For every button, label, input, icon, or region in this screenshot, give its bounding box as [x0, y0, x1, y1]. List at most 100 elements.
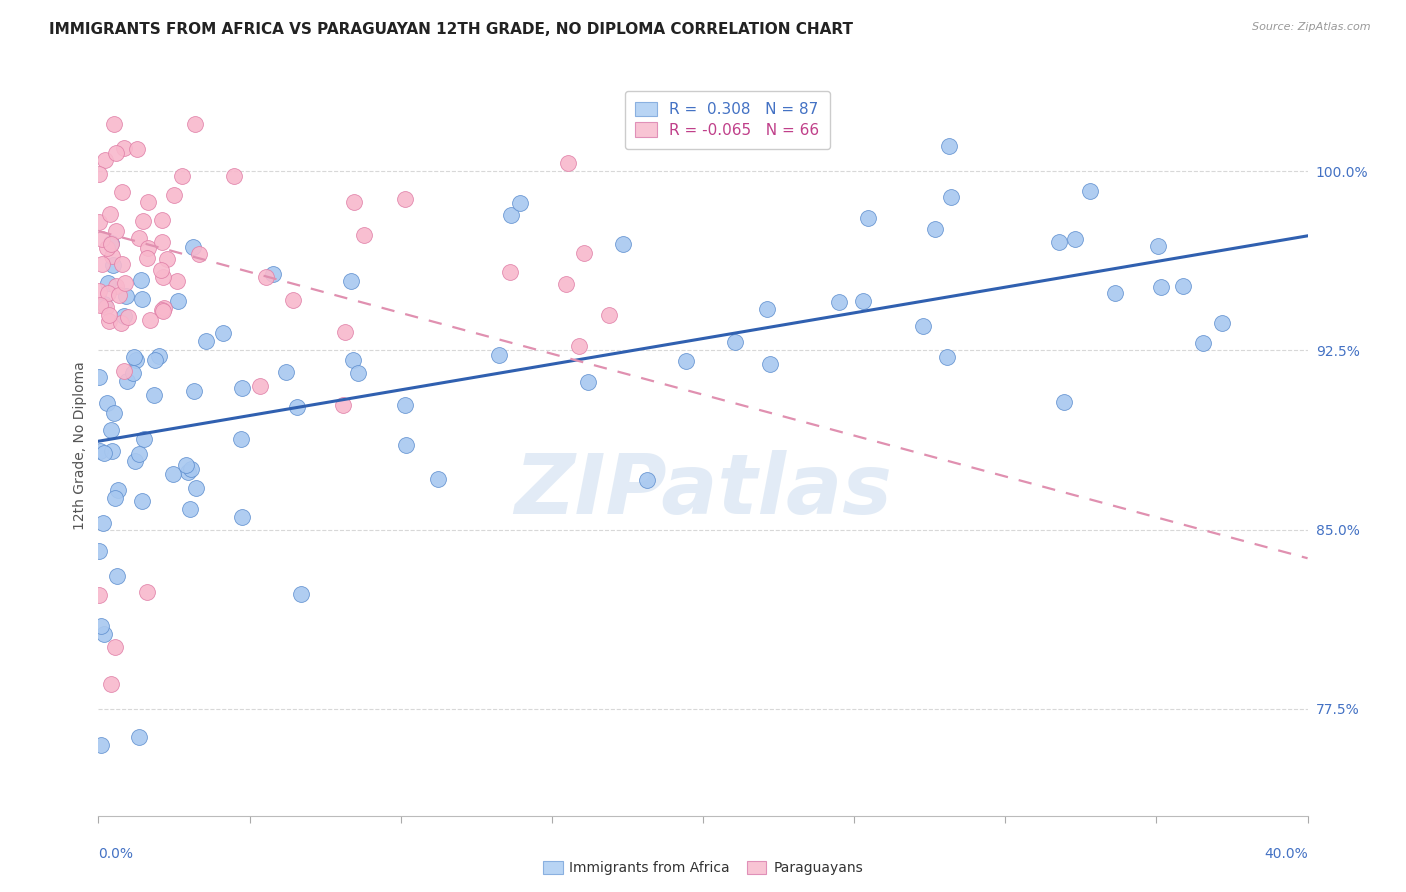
Point	[170, 169, 193, 183]
Point	[111, 257, 134, 271]
Point	[283, 293, 305, 308]
Point	[938, 138, 960, 153]
Point	[856, 211, 879, 225]
Point	[912, 318, 935, 333]
Point	[222, 169, 245, 184]
Point	[1146, 239, 1168, 253]
Point	[509, 195, 531, 210]
Point	[111, 186, 134, 200]
Point	[499, 208, 522, 222]
Point	[131, 494, 153, 508]
Point	[96, 241, 118, 255]
Point	[153, 301, 176, 315]
Point	[353, 227, 375, 242]
Point	[276, 365, 298, 379]
Point	[183, 240, 205, 254]
Point	[107, 288, 129, 302]
Point	[128, 231, 150, 245]
Point	[827, 295, 849, 310]
Point	[179, 502, 201, 516]
Point	[335, 325, 357, 339]
Point	[143, 352, 166, 367]
Text: IMMIGRANTS FROM AFRICA VS PARAGUAYAN 12TH GRADE, NO DIPLOMA CORRELATION CHART: IMMIGRANTS FROM AFRICA VS PARAGUAYAN 12T…	[49, 22, 853, 37]
Point	[98, 207, 121, 221]
Point	[152, 235, 174, 249]
Point	[117, 310, 139, 325]
Point	[97, 285, 120, 300]
Point	[124, 454, 146, 468]
Point	[188, 247, 211, 261]
Point	[87, 588, 110, 602]
Y-axis label: 12th Grade, No Diploma: 12th Grade, No Diploma	[73, 361, 87, 531]
Point	[852, 294, 875, 309]
Point	[107, 483, 129, 497]
Point	[91, 516, 114, 530]
Point	[343, 194, 366, 209]
Point	[285, 401, 308, 415]
Point	[114, 288, 136, 302]
Legend: R =  0.308   N = 87, R = -0.065   N = 66: R = 0.308 N = 87, R = -0.065 N = 66	[624, 91, 830, 149]
Point	[96, 396, 118, 410]
Point	[1047, 235, 1070, 249]
Point	[103, 406, 125, 420]
Point	[132, 214, 155, 228]
Point	[394, 192, 416, 206]
Point	[139, 313, 162, 327]
Point	[935, 350, 957, 364]
Point	[105, 569, 128, 583]
Point	[101, 443, 124, 458]
Point	[101, 249, 124, 263]
Point	[194, 334, 217, 348]
Point	[332, 398, 354, 412]
Point	[555, 277, 578, 291]
Point	[90, 257, 112, 271]
Point	[427, 473, 450, 487]
Point	[183, 384, 205, 398]
Point	[1150, 279, 1173, 293]
Point	[124, 353, 146, 368]
Point	[756, 301, 779, 316]
Point	[114, 276, 136, 290]
Point	[156, 252, 179, 266]
Point	[128, 447, 150, 461]
Point	[98, 308, 121, 322]
Point	[184, 117, 207, 131]
Point	[112, 141, 135, 155]
Point	[162, 467, 184, 482]
Point	[93, 627, 115, 641]
Point	[100, 236, 122, 251]
Text: 0.0%: 0.0%	[98, 847, 134, 861]
Point	[112, 364, 135, 378]
Point	[110, 316, 132, 330]
Point	[231, 509, 253, 524]
Point	[254, 269, 277, 284]
Point	[636, 473, 658, 487]
Point	[94, 153, 117, 167]
Point	[104, 223, 127, 237]
Point	[136, 241, 159, 255]
Point	[1191, 336, 1213, 351]
Point	[342, 353, 364, 368]
Point	[143, 388, 166, 402]
Text: ZIPatlas: ZIPatlas	[515, 450, 891, 531]
Point	[152, 269, 174, 284]
Point	[93, 297, 115, 311]
Point	[103, 117, 125, 131]
Point	[229, 432, 252, 446]
Point	[394, 398, 416, 412]
Point	[347, 367, 370, 381]
Point	[93, 446, 115, 460]
Point	[166, 274, 188, 288]
Point	[576, 375, 599, 389]
Point	[105, 278, 128, 293]
Point	[186, 481, 208, 495]
Point	[89, 443, 111, 458]
Point	[167, 294, 190, 309]
Point	[557, 156, 579, 170]
Point	[122, 350, 145, 364]
Point	[1104, 285, 1126, 300]
Point	[117, 374, 139, 388]
Point	[129, 272, 152, 286]
Point	[724, 335, 747, 350]
Point	[395, 438, 418, 452]
